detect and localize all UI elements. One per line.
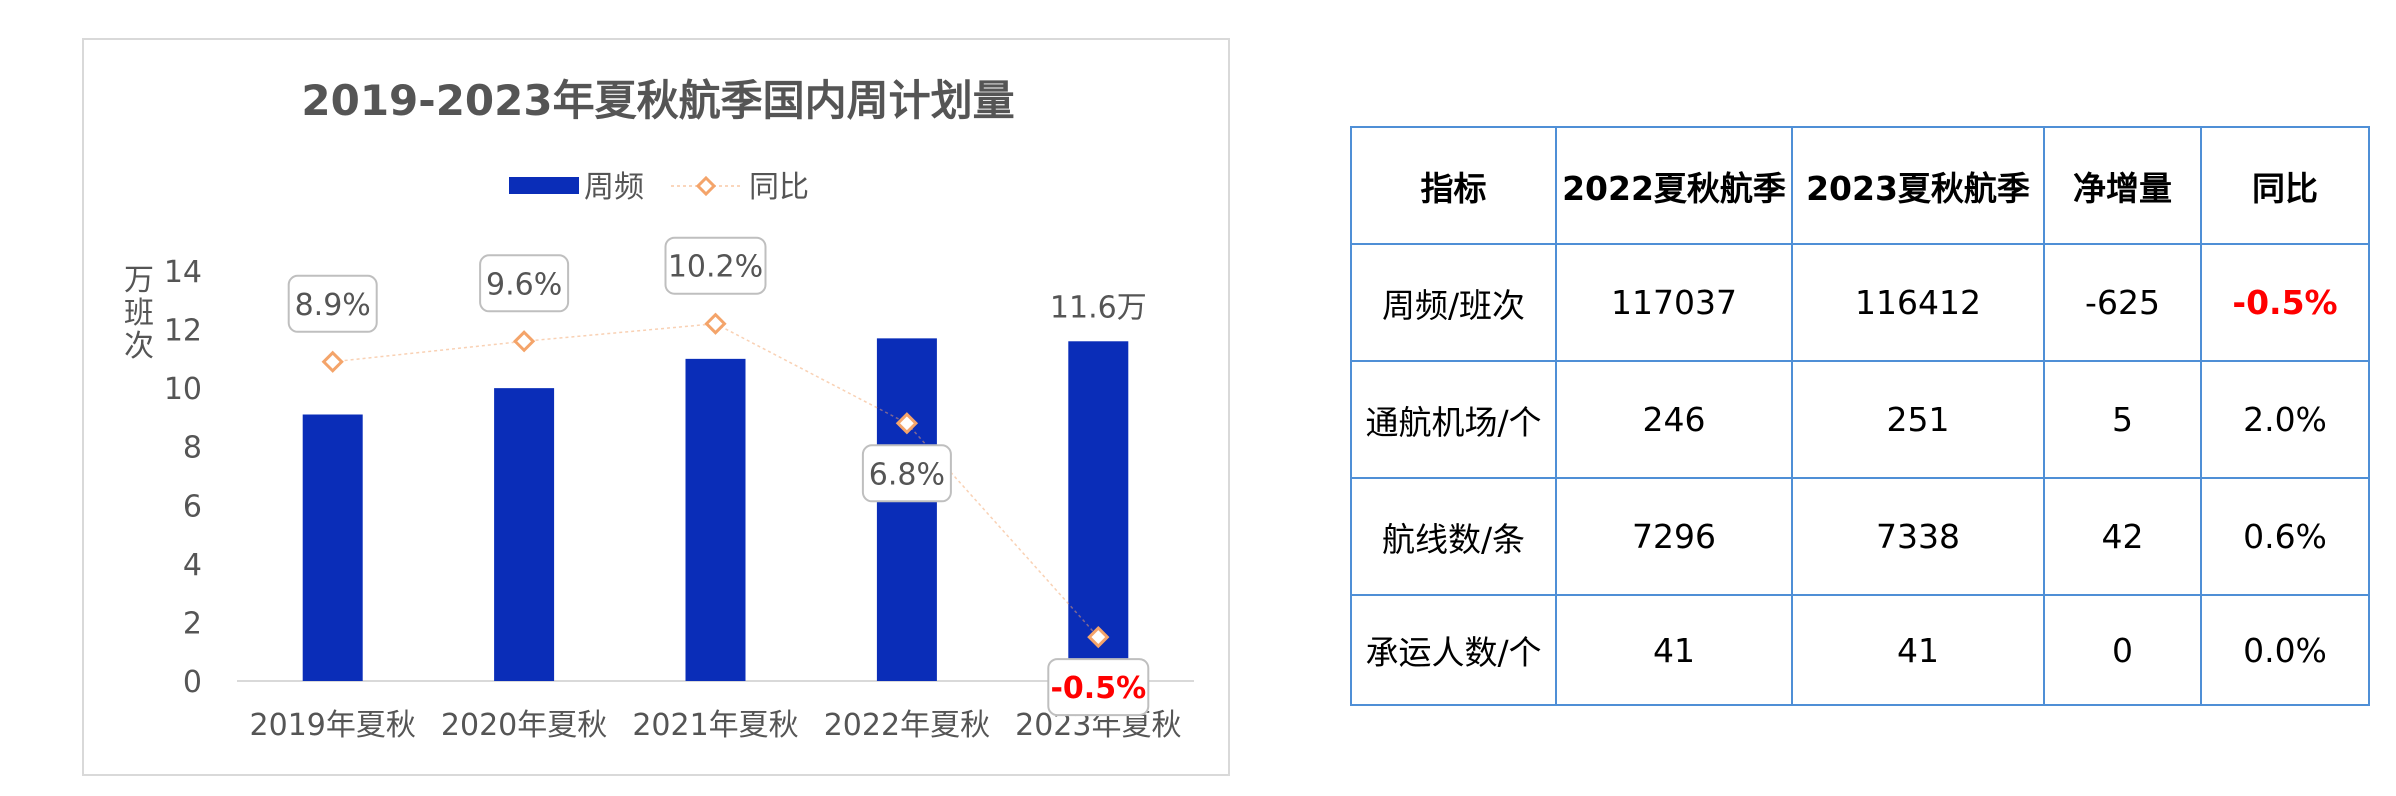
rate-label-box [664, 236, 767, 295]
table-cell-negative: -0.5% [2200, 243, 2370, 362]
bar [1068, 341, 1129, 681]
table-cell: 41 [1555, 594, 1793, 706]
y-tick-label: 12 [164, 314, 202, 349]
table-cell: 246 [1555, 360, 1793, 479]
rate-label-box [287, 274, 378, 333]
bar-data-label: 11.6万 [1050, 290, 1147, 325]
table-cell: 承运人数/个 [1350, 594, 1557, 706]
table-row: 通航机场/个 246 251 5 2.0% [1350, 360, 2370, 479]
table-row: 周频/班次 117037 116412 -625 -0.5% [1350, 243, 2370, 362]
table-cell: 41 [1791, 594, 2045, 706]
stats-table-wrap: 指标 2022夏秋航季 2023夏秋航季 净增量 同比 周频/班次 117037… [1350, 126, 2370, 706]
legend-label-rate: 同比 [749, 170, 809, 205]
table-header-cell: 净增量 [2043, 126, 2202, 245]
table-cell: -625 [2043, 243, 2202, 362]
table-header-row: 指标 2022夏秋航季 2023夏秋航季 净增量 同比 [1350, 126, 2370, 245]
rate-label: 10.2% [668, 250, 763, 285]
x-tick-label: 2021年夏秋 [632, 708, 798, 743]
y-tick-label: 2 [183, 606, 202, 641]
rate-label-box [1047, 658, 1150, 717]
stats-table: 指标 2022夏秋航季 2023夏秋航季 净增量 同比 周频/班次 117037… [1350, 126, 2370, 706]
y-tick-label: 6 [183, 489, 202, 524]
rate-point [512, 330, 536, 353]
table-cell: 7338 [1791, 477, 2045, 596]
y-tick-label: 8 [183, 431, 202, 466]
legend-label-bar: 周频 [584, 170, 644, 205]
table-cell: 0.0% [2200, 594, 2370, 706]
bar [302, 414, 363, 681]
rate-label: 6.8% [869, 457, 945, 492]
rate-label-box [479, 254, 570, 313]
legend-marker-rate [695, 175, 717, 197]
table-header-cell: 2022夏秋航季 [1555, 126, 1793, 245]
rate-label: 9.6% [486, 267, 562, 302]
chart-frame: 2019-2023年夏秋航季国内周计划量周频 同比万班次 0 2 4 6 8 10 12 14 20… [82, 38, 1230, 776]
rate-point [895, 412, 919, 435]
table-header-cell: 2023夏秋航季 [1791, 126, 2045, 245]
y-tick-label: 14 [164, 255, 202, 290]
y-axis-label: 次 [124, 329, 154, 364]
rate-label: -0.5% [1050, 671, 1146, 706]
table-cell: 2.0% [2200, 360, 2370, 479]
table-cell: 0.6% [2200, 477, 2370, 596]
legend-swatch-bar [509, 177, 579, 194]
table-cell: 7296 [1555, 477, 1793, 596]
y-axis-label: 万 [124, 263, 154, 298]
table-cell: 0 [2043, 594, 2202, 706]
rate-point [704, 312, 727, 335]
table-cell: 42 [2043, 477, 2202, 596]
table-cell: 117037 [1555, 243, 1793, 362]
bar [685, 358, 746, 681]
y-tick-label: 0 [183, 665, 202, 700]
rate-point [321, 350, 344, 373]
chart-title: 2019-2023年夏秋航季国内周计划量 [301, 76, 1014, 125]
y-tick-label: 4 [183, 548, 202, 583]
table-cell: 116412 [1791, 243, 2045, 362]
table-header-cell: 同比 [2200, 126, 2370, 245]
bar [494, 388, 555, 681]
x-tick-label: 2020年夏秋 [441, 708, 607, 743]
table-cell: 5 [2043, 360, 2202, 479]
table-cell: 251 [1791, 360, 2045, 479]
bar [876, 338, 937, 681]
table-cell: 航线数/条 [1350, 477, 1557, 596]
rate-label-box [861, 444, 952, 503]
table-row: 承运人数/个 41 41 0 0.0% [1350, 594, 2370, 706]
table-row: 航线数/条 7296 7338 42 0.6% [1350, 477, 2370, 596]
table-cell: 通航机场/个 [1350, 360, 1557, 479]
rate-label: 8.9% [295, 288, 371, 323]
y-axis-label: 班 [124, 296, 154, 331]
rate-point [1087, 625, 1110, 649]
y-tick-label: 10 [164, 372, 202, 407]
table-cell: 周频/班次 [1350, 243, 1557, 362]
x-tick-label: 2022年夏秋 [824, 708, 990, 743]
table-header-cell: 指标 [1350, 126, 1557, 245]
x-tick-label: 2019年夏秋 [250, 708, 416, 743]
